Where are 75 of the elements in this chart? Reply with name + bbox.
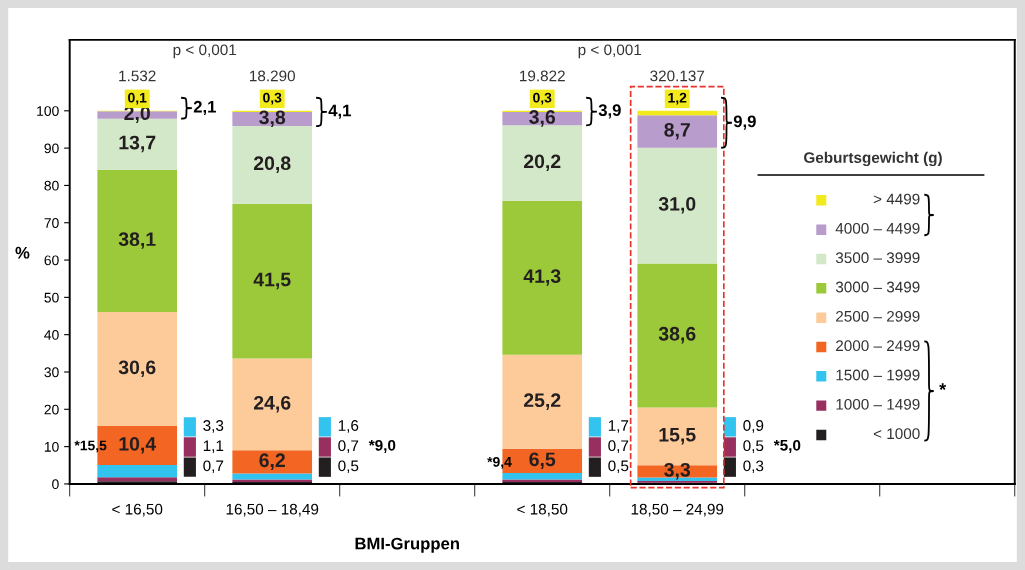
x-tick-label: 18,50 – 24,99 bbox=[631, 503, 724, 517]
data-label: 38,6 bbox=[658, 326, 696, 344]
y-tick-label: 80 bbox=[44, 180, 59, 191]
annotation: 19.822 bbox=[520, 70, 565, 82]
data-label: 30,6 bbox=[118, 360, 156, 378]
data-label: 3,3 bbox=[664, 462, 691, 480]
data-label: 41,3 bbox=[523, 269, 561, 286]
annotation: 0,5 bbox=[608, 460, 629, 474]
data-label: 10,4 bbox=[119, 436, 157, 454]
annotation: 1,1 bbox=[203, 440, 224, 453]
y-tick-label: 10 bbox=[44, 441, 59, 452]
data-label: 20,2 bbox=[523, 154, 561, 172]
legend-title: Geburtsgewicht (g) bbox=[804, 151, 942, 167]
annotation: 3,3 bbox=[203, 420, 224, 433]
y-tick-label: 20 bbox=[44, 404, 59, 415]
annotation: 1,6 bbox=[338, 420, 359, 433]
data-label: 3,8 bbox=[259, 110, 286, 128]
x-axis-title: BMI-Gruppen bbox=[355, 537, 459, 553]
legend-label: 1000 – 1499 bbox=[836, 398, 920, 410]
data-label: 0,3 bbox=[533, 92, 552, 105]
legend-label: 1500 – 1999 bbox=[836, 369, 920, 381]
annotation: 1.532 bbox=[119, 70, 156, 82]
data-label: 38,1 bbox=[118, 232, 156, 249]
annotation: p < 0,001 bbox=[578, 44, 642, 59]
data-label: 0,1 bbox=[128, 92, 147, 105]
legend-label: 2500 – 2999 bbox=[836, 310, 920, 322]
data-label: 1,2 bbox=[668, 92, 687, 105]
annotation: 0,3 bbox=[743, 460, 764, 474]
data-label: 13,7 bbox=[119, 135, 156, 153]
data-label: 20,8 bbox=[253, 156, 291, 173]
annotation: 9,9 bbox=[733, 115, 756, 130]
data-label: 25,2 bbox=[523, 393, 561, 410]
data-label: 0,3 bbox=[263, 92, 282, 105]
legend-label: 3500 – 3999 bbox=[835, 252, 920, 264]
y-tick-label: 30 bbox=[44, 367, 59, 378]
y-tick-label: 0 bbox=[52, 479, 59, 490]
annotation: 0,5 bbox=[338, 460, 359, 474]
annotation: *9,0 bbox=[368, 439, 396, 453]
data-label: 24,6 bbox=[253, 395, 291, 413]
y-tick-label: 40 bbox=[44, 330, 59, 340]
data-label: 15,5 bbox=[659, 428, 696, 445]
y-tick-label: 70 bbox=[44, 218, 59, 228]
annotation: 320.137 bbox=[650, 70, 705, 82]
annotation: 4,1 bbox=[328, 104, 351, 119]
x-tick-label: < 18,50 bbox=[517, 503, 568, 517]
data-label: 3,6 bbox=[529, 110, 556, 127]
text: * bbox=[939, 383, 947, 390]
text: > 4499 bbox=[873, 193, 920, 205]
annotation: 0,7 bbox=[338, 440, 359, 453]
x-tick-label: 16,50 – 18,49 bbox=[226, 503, 319, 517]
y-axis-title: % bbox=[15, 246, 30, 259]
text: *5,0 bbox=[773, 439, 801, 453]
annotation: 0,5 bbox=[743, 440, 764, 453]
legend-label: 4000 – 4499 bbox=[835, 222, 920, 234]
annotation: 18.290 bbox=[250, 70, 295, 82]
annotation: 3,9 bbox=[598, 104, 621, 119]
y-tick-label: 60 bbox=[44, 255, 59, 266]
data-label: 8,7 bbox=[664, 122, 690, 140]
annotation: 1,7 bbox=[608, 420, 629, 433]
legend-label: 3000 – 3499 bbox=[835, 281, 920, 293]
annotation: 0,7 bbox=[608, 440, 629, 453]
y-tick-label: 100 bbox=[37, 106, 59, 116]
legend-label: 2000 – 2499 bbox=[836, 340, 920, 352]
annotation: 0,9 bbox=[743, 420, 764, 433]
x-tick-label: < 16,50 bbox=[112, 503, 163, 517]
y-tick-label: 90 bbox=[44, 143, 59, 154]
data-label: 6,5 bbox=[529, 452, 556, 470]
data-label: 31,0 bbox=[658, 197, 696, 214]
annotation: 2,1 bbox=[193, 100, 216, 116]
data-label: 41,5 bbox=[253, 272, 291, 290]
annotation: 0,7 bbox=[203, 460, 224, 474]
data-label: 6,2 bbox=[259, 453, 285, 470]
y-tick-label: 50 bbox=[44, 292, 59, 303]
annotation: p < 0,001 bbox=[173, 44, 237, 59]
text: < 1000 bbox=[873, 428, 920, 440]
